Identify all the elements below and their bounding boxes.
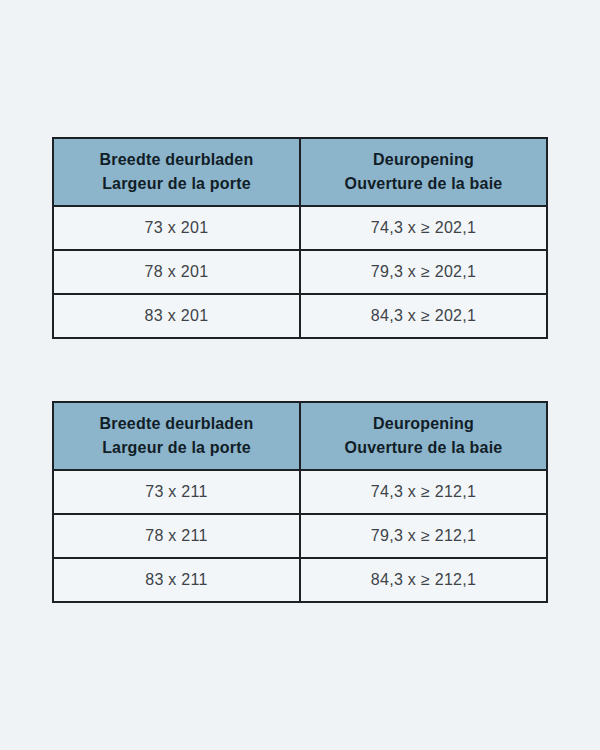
door-opening-size-cell: 74,3 x ≥ 202,1 [300, 206, 547, 250]
door-leaf-size-cell: 73 x 201 [53, 206, 300, 250]
door-leaf-size-cell: 78 x 201 [53, 250, 300, 294]
page: Breedte deurbladen Largeur de la porte D… [0, 0, 600, 750]
table-row: 78 x 211 79,3 x ≥ 212,1 [53, 514, 547, 558]
header-row: Breedte deurbladen Largeur de la porte D… [53, 138, 547, 206]
column-header-door-opening: Deuropening Ouverture de la baie [300, 402, 547, 470]
door-opening-size-cell: 74,3 x ≥ 212,1 [300, 470, 547, 514]
header-label-nl: Deuropening [301, 148, 546, 172]
header-label-fr: Largeur de la porte [54, 436, 299, 460]
column-header-door-leaf-width: Breedte deurbladen Largeur de la porte [53, 138, 300, 206]
door-opening-size-cell: 84,3 x ≥ 212,1 [300, 558, 547, 602]
table-row: 73 x 211 74,3 x ≥ 212,1 [53, 470, 547, 514]
door-opening-size-cell: 79,3 x ≥ 202,1 [300, 250, 547, 294]
header-label-nl: Breedte deurbladen [54, 412, 299, 436]
table-row: 83 x 211 84,3 x ≥ 212,1 [53, 558, 547, 602]
door-opening-size-cell: 84,3 x ≥ 202,1 [300, 294, 547, 338]
door-leaf-size-cell: 73 x 211 [53, 470, 300, 514]
header-label-fr: Ouverture de la baie [301, 172, 546, 196]
header-label-fr: Ouverture de la baie [301, 436, 546, 460]
table-row: 73 x 201 74,3 x ≥ 202,1 [53, 206, 547, 250]
header-row: Breedte deurbladen Largeur de la porte D… [53, 402, 547, 470]
door-opening-size-cell: 79,3 x ≥ 212,1 [300, 514, 547, 558]
door-leaf-size-cell: 83 x 201 [53, 294, 300, 338]
door-leaf-size-cell: 83 x 211 [53, 558, 300, 602]
column-header-door-opening: Deuropening Ouverture de la baie [300, 138, 547, 206]
door-leaf-size-cell: 78 x 211 [53, 514, 300, 558]
header-label-nl: Breedte deurbladen [54, 148, 299, 172]
table-row: 78 x 201 79,3 x ≥ 202,1 [53, 250, 547, 294]
header-label-fr: Largeur de la porte [54, 172, 299, 196]
column-header-door-leaf-width: Breedte deurbladen Largeur de la porte [53, 402, 300, 470]
door-size-table-211: Breedte deurbladen Largeur de la porte D… [52, 401, 548, 603]
header-label-nl: Deuropening [301, 412, 546, 436]
door-size-table-201: Breedte deurbladen Largeur de la porte D… [52, 137, 548, 339]
table-row: 83 x 201 84,3 x ≥ 202,1 [53, 294, 547, 338]
